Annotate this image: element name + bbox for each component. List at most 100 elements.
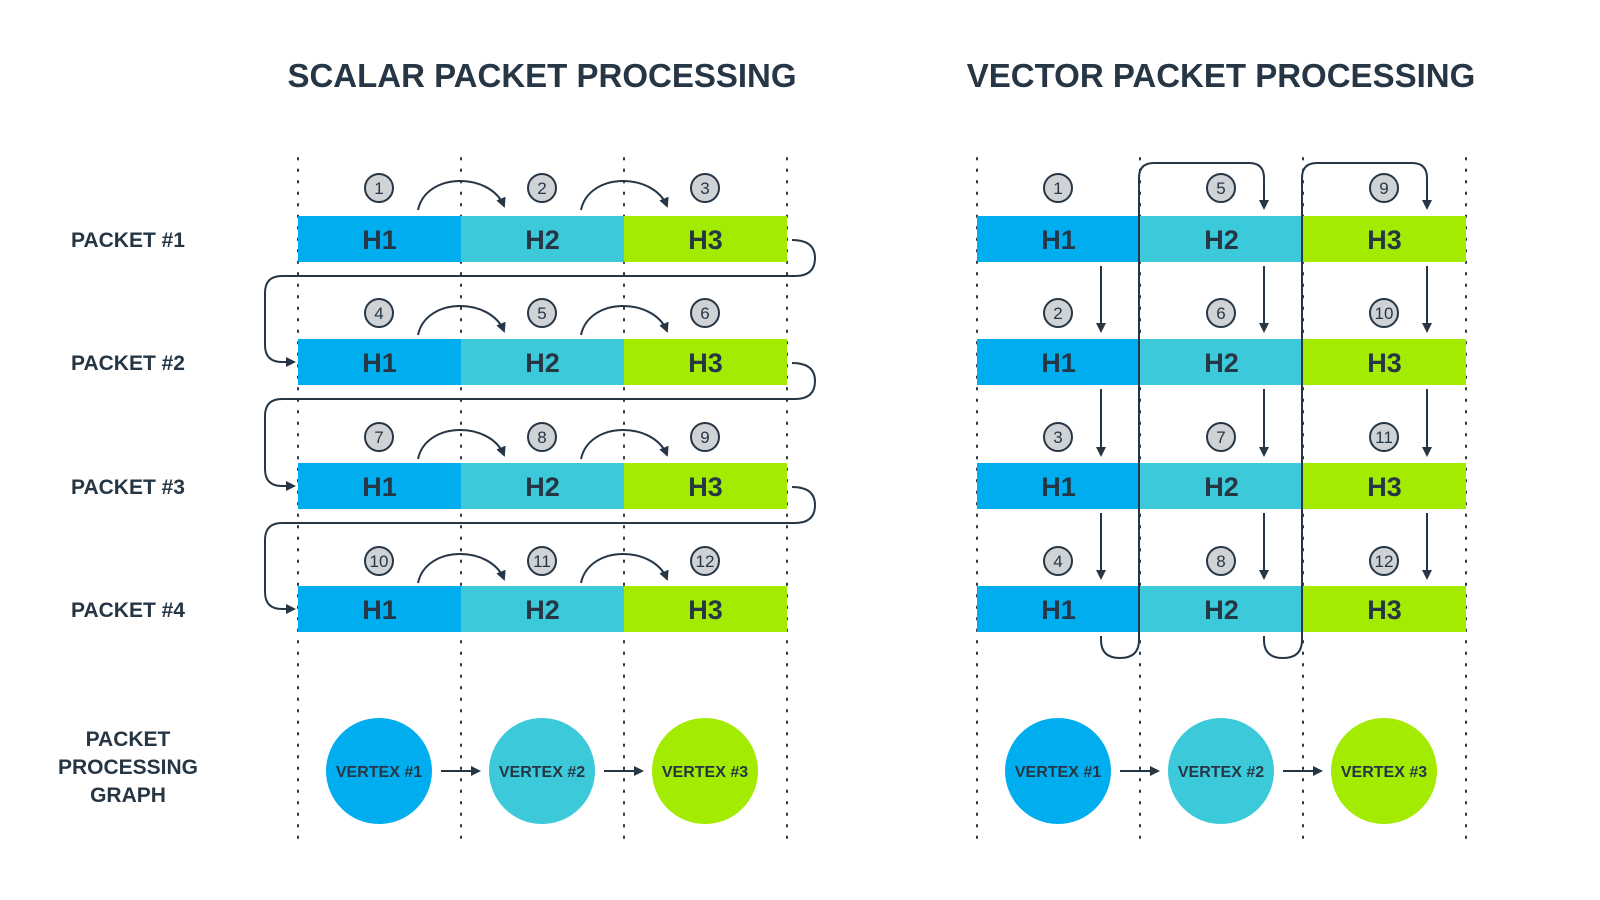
step-arrow xyxy=(580,553,669,584)
graph-label: PACKET PROCESSING GRAPH xyxy=(58,728,198,807)
vector-step-number: 12 xyxy=(1375,552,1394,571)
vector-header-label: H1 xyxy=(1041,472,1076,502)
scalar-step-badge xyxy=(690,422,720,452)
step-arrow xyxy=(580,305,669,336)
vector-header-label: H2 xyxy=(1204,472,1239,502)
vector-header-block xyxy=(977,463,1140,509)
next-packet-arrow xyxy=(264,239,817,367)
row-label-packet-3: PACKET #3 xyxy=(71,476,185,499)
vector-step-badge xyxy=(1043,422,1073,452)
vector-header-block xyxy=(977,216,1140,262)
vector-step-number: 9 xyxy=(1379,179,1388,198)
vector-step-badge xyxy=(1206,298,1236,328)
scalar-step-badge xyxy=(527,298,557,328)
scalar-header-block xyxy=(298,586,461,632)
step-arrow xyxy=(417,305,506,336)
scalar-vertex-2 xyxy=(489,718,595,824)
scalar-step-number: 3 xyxy=(700,179,709,198)
vector-vertex-label: VERTEX #3 xyxy=(1341,764,1427,781)
vector-header-block xyxy=(1303,463,1466,509)
vector-vertex-2 xyxy=(1168,718,1274,824)
vector-step-badge xyxy=(1206,422,1236,452)
scalar-step-badge xyxy=(527,546,557,576)
vector-header-block xyxy=(977,339,1140,385)
scalar-header-label: H1 xyxy=(362,472,397,502)
vector-vertex-1 xyxy=(1005,718,1111,824)
vector-step-number: 1 xyxy=(1053,179,1062,198)
scalar-header-label: H2 xyxy=(525,595,560,625)
scalar-header-label: H1 xyxy=(362,225,397,255)
vector-step-number: 3 xyxy=(1053,428,1062,447)
scalar-step-number: 6 xyxy=(700,304,709,323)
vector-header-label: H1 xyxy=(1041,348,1076,378)
scalar-header-label: H2 xyxy=(525,472,560,502)
scalar-header-label: H2 xyxy=(525,225,560,255)
scalar-header-block xyxy=(624,463,787,509)
vector-header-label: H2 xyxy=(1204,595,1239,625)
next-packet-arrow xyxy=(264,486,817,614)
step-arrow xyxy=(580,180,669,211)
scalar-header-block xyxy=(624,216,787,262)
scalar-step-badge xyxy=(690,173,720,203)
scalar-step-badge xyxy=(690,546,720,576)
scalar-step-number: 9 xyxy=(700,428,709,447)
scalar-header-block xyxy=(461,339,624,385)
row-label-packet-4: PACKET #4 xyxy=(71,599,185,622)
scalar-step-number: 5 xyxy=(537,304,546,323)
vector-header-label: H3 xyxy=(1367,225,1402,255)
vector-step-badge xyxy=(1369,546,1399,576)
vector-step-number: 11 xyxy=(1375,428,1393,447)
scalar-step-number: 11 xyxy=(533,552,551,571)
scalar-vertex-1 xyxy=(326,718,432,824)
scalar-step-badge xyxy=(364,298,394,328)
scalar-header-block xyxy=(298,339,461,385)
scalar-header-label: H1 xyxy=(362,348,397,378)
scalar-step-number: 8 xyxy=(537,428,546,447)
scalar-header-label: H3 xyxy=(688,225,723,255)
scalar-vertex-label: VERTEX #1 xyxy=(336,764,422,781)
scalar-header-label: H1 xyxy=(362,595,397,625)
scalar-title: SCALAR PACKET PROCESSING xyxy=(287,57,796,94)
step-arrow xyxy=(417,553,506,584)
scalar-step-badge xyxy=(364,173,394,203)
vector-vertex-label: VERTEX #1 xyxy=(1015,764,1101,781)
vector-header-label: H2 xyxy=(1204,225,1239,255)
vector-header-block xyxy=(1140,586,1303,632)
vector-step-badge xyxy=(1369,298,1399,328)
scalar-vertex-3 xyxy=(652,718,758,824)
vector-step-number: 6 xyxy=(1216,304,1225,323)
vector-step-number: 4 xyxy=(1053,552,1062,571)
scalar-step-badge xyxy=(690,298,720,328)
vector-vertex-3 xyxy=(1331,718,1437,824)
vector-step-badge xyxy=(1043,173,1073,203)
scalar-header-block xyxy=(624,339,787,385)
scalar-header-block xyxy=(461,463,624,509)
vector-header-label: H3 xyxy=(1367,472,1402,502)
vector-header-label: H2 xyxy=(1204,348,1239,378)
vector-step-badge xyxy=(1043,546,1073,576)
scalar-vertex-label: VERTEX #2 xyxy=(499,764,585,781)
vector-step-badge xyxy=(1369,422,1399,452)
vector-step-badge xyxy=(1043,298,1073,328)
scalar-step-number: 12 xyxy=(696,552,715,571)
vector-header-block xyxy=(1303,216,1466,262)
vector-header-label: H3 xyxy=(1367,595,1402,625)
step-arrow xyxy=(417,429,506,460)
next-vertex-loop-arrow xyxy=(1100,162,1269,660)
vector-step-badge xyxy=(1206,173,1236,203)
scalar-header-block xyxy=(298,463,461,509)
graph-label-line: PROCESSING xyxy=(58,756,198,779)
step-arrow xyxy=(580,429,669,460)
vector-step-number: 2 xyxy=(1053,304,1062,323)
vector-step-number: 5 xyxy=(1216,179,1225,198)
scalar-step-badge xyxy=(364,546,394,576)
vector-header-block xyxy=(1140,216,1303,262)
scalar-step-number: 7 xyxy=(374,428,383,447)
scalar-step-number: 4 xyxy=(374,304,383,323)
vector-step-number: 10 xyxy=(1375,304,1394,323)
scalar-header-block xyxy=(624,586,787,632)
scalar-step-badge xyxy=(527,173,557,203)
vector-vertex-label: VERTEX #2 xyxy=(1178,764,1264,781)
scalar-header-label: H3 xyxy=(688,472,723,502)
